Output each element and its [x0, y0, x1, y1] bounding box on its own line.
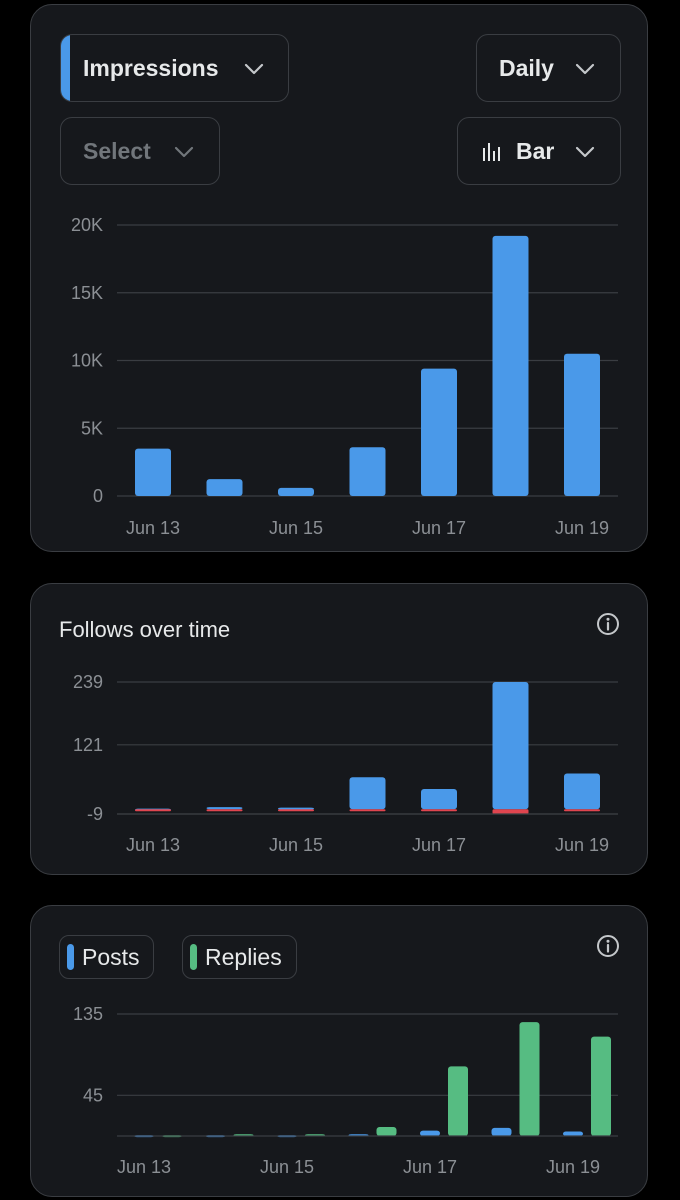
x-tick-label: Jun 19: [555, 835, 609, 855]
bar-posts: [491, 1127, 512, 1136]
x-tick-label: Jun 13: [117, 1157, 171, 1177]
x-tick-label: Jun 17: [403, 1157, 457, 1177]
bar-lost: [492, 809, 529, 814]
compare-dropdown[interactable]: Select: [60, 117, 220, 185]
posts-replies-chart: 45 135 Jun 13 Jun 15 Jun 17 Jun 19: [73, 1004, 618, 1177]
bar-lost: [206, 809, 243, 812]
info-icon[interactable]: [596, 934, 620, 958]
x-tick-label: Jun 13: [126, 518, 180, 538]
bar-posts: [420, 1130, 440, 1136]
follows-chart: -9 121 239 Jun 13 Jun 15 Jun 17 Jun 19: [73, 672, 618, 855]
bar: [206, 479, 243, 496]
x-tick-label: Jun 19: [555, 518, 609, 538]
interval-dropdown-label: Daily: [499, 54, 554, 81]
bar-gained: [206, 807, 243, 810]
impressions-card: Impressions Daily Select Bar 0 5K 10K 15K 20…: [30, 4, 648, 552]
y-tick-label: 239: [73, 672, 103, 692]
bar-replies: [376, 1126, 397, 1136]
posts-color-swatch: [67, 944, 74, 970]
bar: [564, 353, 600, 496]
bar-gained: [349, 777, 386, 810]
replies-color-swatch: [190, 944, 197, 970]
y-tick-label: 15K: [71, 283, 103, 303]
bar: [421, 368, 457, 496]
bar-chart-icon: [483, 143, 500, 161]
y-tick-label: 135: [73, 1004, 103, 1024]
bar-replies: [591, 1036, 611, 1136]
chart-style-dropdown-label: Bar: [516, 137, 555, 164]
legend-replies[interactable]: Replies: [182, 935, 297, 979]
bar-lost: [564, 809, 600, 812]
metric-color-indicator: [61, 35, 70, 101]
chevron-down-icon: [575, 146, 595, 158]
y-tick-label: 121: [73, 735, 103, 755]
x-tick-label: Jun 17: [412, 835, 466, 855]
metric-dropdown[interactable]: Impressions: [60, 34, 289, 102]
legend-replies-label: Replies: [205, 943, 282, 970]
y-tick-label: 45: [83, 1085, 103, 1105]
follows-title: Follows over time: [59, 617, 231, 642]
chart-style-dropdown[interactable]: Bar: [457, 117, 621, 185]
bar-gained: [278, 807, 314, 810]
x-tick-label: Jun 15: [269, 518, 323, 538]
bar-lost: [278, 809, 314, 812]
follows-card: Follows over time -9 121 239 Jun 13 Jun 15 Ju…: [30, 583, 648, 875]
x-tick-label: Jun 19: [546, 1157, 600, 1177]
y-tick-label: 5K: [81, 418, 103, 438]
bar-gained: [492, 682, 529, 810]
x-tick-label: Jun 17: [412, 518, 466, 538]
bar-lost: [349, 809, 386, 812]
bar-gained: [421, 788, 457, 810]
bar: [278, 487, 314, 496]
posts-replies-card: Posts Replies 45 135 Jun 13 Jun 15 Jun 17 Jun…: [30, 905, 648, 1197]
compare-dropdown-label: Select: [83, 137, 151, 164]
bar: [349, 447, 386, 496]
legend-posts[interactable]: Posts: [59, 935, 154, 979]
bar-gained: [564, 773, 600, 810]
y-tick-label: 20K: [71, 215, 103, 235]
x-tick-label: Jun 15: [269, 835, 323, 855]
bar: [492, 235, 529, 496]
chevron-down-icon: [244, 63, 264, 75]
y-tick-label: 10K: [71, 351, 103, 371]
bar-lost: [421, 809, 457, 812]
bar: [135, 448, 171, 496]
bar-lost: [135, 809, 171, 812]
x-tick-label: Jun 13: [126, 835, 180, 855]
chevron-down-icon: [174, 146, 194, 158]
y-tick-label: 0: [93, 486, 103, 506]
bar-replies: [519, 1022, 540, 1136]
x-tick-label: Jun 15: [260, 1157, 314, 1177]
y-tick-label: -9: [87, 804, 103, 824]
impressions-chart: 0 5K 10K 15K 20K Jun 13 Jun 15 Jun 17 Jun 19: [71, 215, 618, 538]
chevron-down-icon: [575, 63, 595, 75]
info-icon[interactable]: [596, 612, 620, 636]
bar-posts: [563, 1131, 583, 1136]
interval-dropdown[interactable]: Daily: [476, 34, 621, 102]
metric-dropdown-label: Impressions: [83, 54, 219, 81]
legend-posts-label: Posts: [82, 943, 140, 970]
bar-replies: [448, 1066, 468, 1136]
